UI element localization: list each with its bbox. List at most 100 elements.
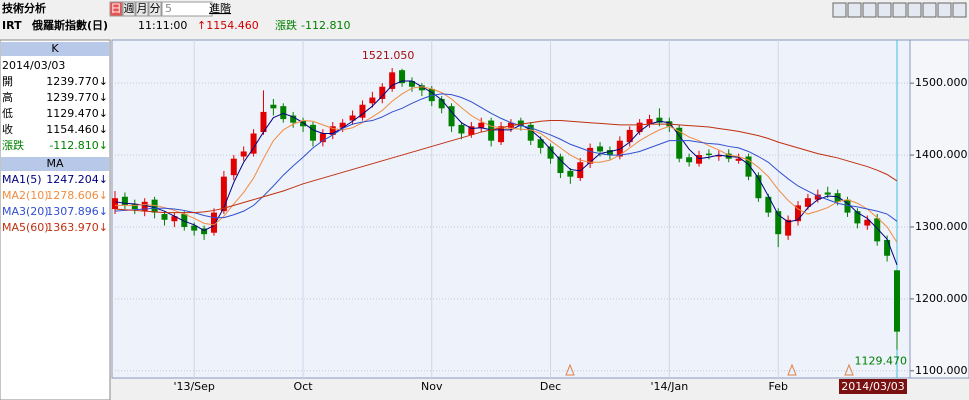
candle-body [606,150,613,156]
y-tick-label: 1200.000 [915,292,968,305]
candle-body [399,70,406,84]
x-tick-label: '14/Jan [650,380,688,393]
candle-body [537,139,544,148]
ma-line [114,93,898,222]
candle-body [379,86,386,99]
candle-body [359,104,366,118]
candle-body [349,115,356,121]
candle-body [804,198,811,207]
candle-body [448,106,455,127]
candle-body [240,151,247,157]
candle-body [339,122,346,128]
candle-body [468,126,475,135]
period-button[interactable] [148,1,162,17]
advanced[interactable]: 進階 [209,1,231,15]
candle-body [785,219,792,236]
candle-body [458,124,465,134]
min-label: 1129.470 [855,355,908,368]
candle-body [488,120,495,141]
x-tick-label: '13/Sep [173,380,214,393]
info-panel [0,39,111,400]
candle-body [735,158,742,161]
panel-label: 漲跌 [2,138,24,152]
candle-body [874,218,881,242]
candle-body [250,133,257,154]
toolbar-button[interactable] [847,2,862,18]
legend-value: 1363.970↓ [46,221,108,234]
candle-body [547,146,554,159]
candle-body [369,97,376,104]
candle-body [795,205,802,222]
candle-body [577,162,584,179]
panel-value: -112.810↓ [49,139,108,152]
candle-body [290,115,297,123]
y-tick-label: 1400.000 [915,148,968,161]
toolbar-button[interactable] [892,2,907,18]
candle-body [844,199,851,213]
symbol: IRT [2,19,22,32]
toolbar-button[interactable] [877,2,892,18]
candle-body [201,228,208,235]
change-label: 漲跌 [275,18,297,32]
candle-body [389,72,396,89]
candle-body [478,122,485,128]
x-tick-label: 2014/03/03 [841,380,904,393]
candle-body [329,126,336,135]
panel-date: 2014/03/03 [2,59,65,72]
candle-body [884,239,891,256]
period-button[interactable] [109,1,123,17]
y-axis-area [909,39,969,379]
x-tick-label: Feb [768,380,787,393]
panel-label: 開 [2,75,13,88]
toolbar-button[interactable] [907,2,922,18]
candle-body [715,155,722,157]
candle-body [141,201,148,212]
candle-body [824,192,831,195]
y-tick-label: 1100.000 [915,364,968,377]
candle-body [676,127,683,159]
candle-body [864,219,871,226]
panel-label: 低 [2,107,13,120]
candle-body [656,117,663,123]
legend-label: MA3(20) [2,205,49,218]
panel-value: 1154.460↓ [46,123,108,136]
k-title: K [51,42,59,55]
candle-body [745,156,752,177]
candle-body [418,85,425,91]
candle-body [161,214,168,220]
period-button[interactable] [135,1,149,17]
candle-body [527,124,534,141]
ma-line [115,86,898,243]
candle-body [616,140,623,157]
k-header [1,42,109,56]
candle-body [498,126,505,143]
period-value: 5 [165,2,172,15]
app-title: 技術分析 [2,1,46,15]
candle-body [191,225,198,231]
toolbar-button[interactable] [862,2,877,18]
period-button-label: 週 [124,2,135,15]
candle-body [755,175,762,199]
candle-body [567,170,574,177]
toolbar-button[interactable] [832,2,847,18]
period-button[interactable] [122,1,136,17]
x-tick-label: Dec [540,380,561,393]
symbol-name: 俄羅斯指數(日) [31,18,108,32]
candle-body [646,119,653,125]
y-tick-label: 1500.000 [915,76,968,89]
candle-body [260,111,267,133]
candle-body [557,156,564,174]
legend-value: 1247.204↓ [46,173,108,186]
change: -112.810 [301,19,350,32]
toolbar-button[interactable] [922,2,937,18]
toolbar-button[interactable] [937,2,952,18]
period-select[interactable] [161,1,213,17]
period-button-label: 分 [150,2,161,15]
candle-body [300,120,307,127]
price: ↑1154.460 [197,19,259,32]
candle-body [894,270,900,332]
candle-body [696,155,703,164]
toolbar-button[interactable] [952,2,967,18]
